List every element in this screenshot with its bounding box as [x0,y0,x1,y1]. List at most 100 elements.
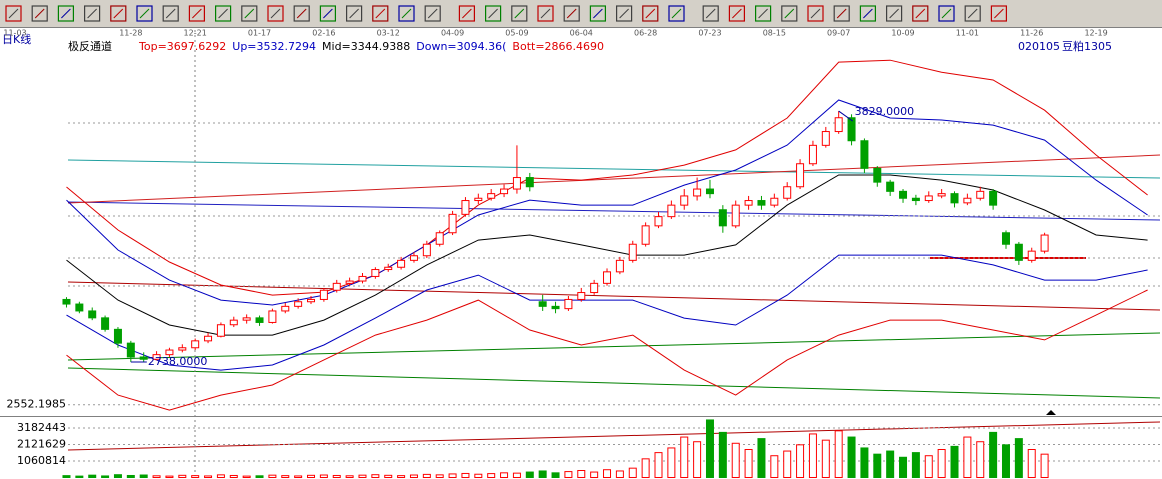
tool-button[interactable] [912,5,929,22]
volume-bar [113,474,122,479]
candle-body [628,243,637,261]
candle-body [693,188,702,197]
candle-body [847,117,856,142]
tool-icon-stroke [566,8,577,19]
tool-button[interactable] [754,5,772,22]
volume-bar [911,452,920,479]
legend-entry: Top=3697.6292 [138,40,226,53]
candle-body [294,301,303,307]
volume-bar [178,474,187,479]
tool-button[interactable] [110,5,127,22]
tool-button[interactable] [615,5,633,22]
candle-body [654,216,663,227]
tool-button[interactable] [267,5,284,22]
candle-body [422,243,431,257]
tool-button[interactable] [241,5,258,22]
x-tick-label: 11-01 [956,29,979,38]
tool-icon-stroke [8,8,19,19]
tool-button[interactable] [938,5,955,22]
candle-body [178,347,187,351]
tool-button[interactable] [162,5,179,22]
tool-button[interactable] [642,5,659,22]
volume-bar [371,474,380,479]
tool-icon [110,5,127,22]
volume-bar [680,436,689,478]
candle-body [165,349,174,356]
tool-icon-stroke [994,8,1004,19]
volume-bar [255,475,264,478]
band-line [66,289,1148,411]
volume-bar [474,473,483,479]
tool-button[interactable] [990,5,1008,22]
volume-bar [165,475,174,479]
volume-bar [603,469,612,479]
tool-button[interactable] [728,5,746,22]
tool-icon [83,5,101,22]
tool-button[interactable] [215,5,232,22]
candle-body [204,335,213,342]
tool-button[interactable] [424,5,441,22]
tool-icon-stroke [87,8,97,19]
tool-button[interactable] [57,5,75,22]
tool-button[interactable] [885,5,903,22]
tool-icon [589,5,607,22]
tool-button[interactable] [485,5,502,22]
candle-body [319,289,328,300]
tool-icon [537,5,554,22]
volume-bar [88,474,97,478]
tool-button[interactable] [859,5,877,22]
candle-body [821,131,830,146]
tool-icon [781,5,798,22]
tool-button[interactable] [563,5,580,22]
tool-icon [642,5,659,22]
tool-button[interactable] [807,5,824,22]
volume-tick-label: 3182443 [17,421,66,434]
volume-bar [191,475,200,478]
tool-icon [188,5,205,22]
tool-button[interactable] [319,5,336,22]
tool-button[interactable] [702,5,719,22]
tool-button[interactable] [293,5,310,22]
tool-icon [319,5,336,22]
marker [1046,410,1056,415]
tool-icon-stroke [401,8,412,19]
candle-body [191,340,200,349]
tool-icon [964,5,981,22]
x-tick-label: 05-09 [505,29,528,38]
tool-button[interactable] [5,5,22,22]
tool-button[interactable] [781,5,798,22]
candle-body [139,356,148,360]
tool-button[interactable] [83,5,101,22]
tool-icon-stroke [462,8,472,19]
tool-button[interactable] [188,5,205,22]
tool-button[interactable] [589,5,607,22]
candle-body [603,271,612,284]
tool-icon-stroke [139,8,150,19]
tool-button[interactable] [537,5,554,22]
tool-button[interactable] [964,5,981,22]
tool-button[interactable] [511,5,528,22]
trend-line [67,154,1161,204]
tool-icon-stroke [967,8,978,19]
tool-button[interactable] [833,5,850,22]
tool-button[interactable] [398,5,415,22]
band-line [66,174,1148,336]
tool-icon [885,5,903,22]
x-tick-label: 10-09 [891,29,914,38]
tool-button[interactable] [458,5,475,22]
tool-button[interactable] [346,5,363,22]
band-line [66,99,1148,306]
tool-button[interactable] [372,5,389,22]
tool-button[interactable] [668,5,685,22]
volume-bar [422,473,431,478]
volume-bar [229,474,238,479]
tool-icon-stroke [593,8,603,19]
candle-body [564,298,573,310]
x-tick-label: 12-19 [1084,29,1107,38]
tool-button[interactable] [31,5,48,22]
volume-bar [448,473,457,478]
volume-bar [512,472,521,478]
tool-button[interactable] [136,5,153,22]
